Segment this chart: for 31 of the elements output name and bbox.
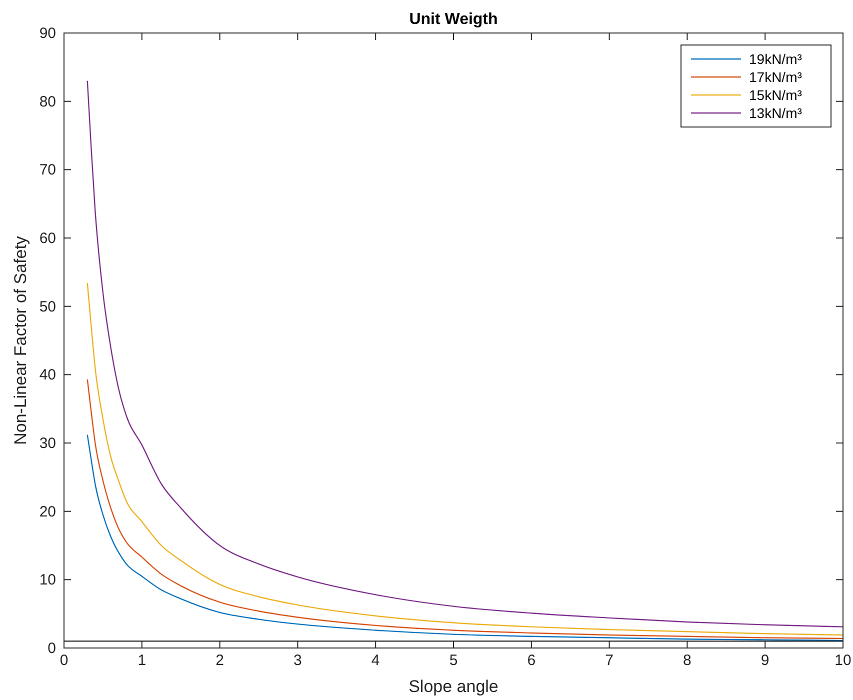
y-tick-label: 70 xyxy=(39,162,56,179)
y-tick-label: 90 xyxy=(39,25,56,42)
x-tick-label: 5 xyxy=(449,652,458,669)
y-axis-title: Non-Linear Factor of Safety xyxy=(11,236,30,445)
y-tick-label: 60 xyxy=(39,230,56,247)
x-tick-label: 0 xyxy=(60,652,68,669)
x-tick-label: 6 xyxy=(527,652,536,669)
x-tick-label: 9 xyxy=(760,652,770,669)
line-series xyxy=(86,434,844,642)
y-tick-label: 50 xyxy=(39,298,56,316)
y-tick-label: 40 xyxy=(39,366,56,384)
y-tick-label: 0 xyxy=(48,640,56,657)
x-axis-title: Slope angle xyxy=(408,677,498,696)
x-tick-label: 4 xyxy=(371,652,380,669)
y-tick-label: 10 xyxy=(39,572,56,589)
x-tick-label: 8 xyxy=(683,652,692,669)
x-tick-label: 7 xyxy=(605,652,614,669)
legend-label: 15kN/m³ xyxy=(749,87,802,103)
x-tick-label: 3 xyxy=(294,652,302,669)
y-tick-label: 20 xyxy=(39,503,56,520)
x-tick-label: 10 xyxy=(834,652,852,669)
y-tick-label: 80 xyxy=(39,93,56,110)
legend-label: 19kN/m³ xyxy=(749,51,802,67)
x-tick-label: 2 xyxy=(216,652,224,669)
x-tick-label: 1 xyxy=(138,652,146,669)
legend-label: 17kN/m³ xyxy=(749,69,802,85)
legend-label: 13kN/m³ xyxy=(749,105,802,121)
chart-title: Unit Weigth xyxy=(409,11,498,28)
line-series xyxy=(86,378,844,640)
line-series xyxy=(86,282,844,636)
y-tick-label: 30 xyxy=(39,435,56,452)
